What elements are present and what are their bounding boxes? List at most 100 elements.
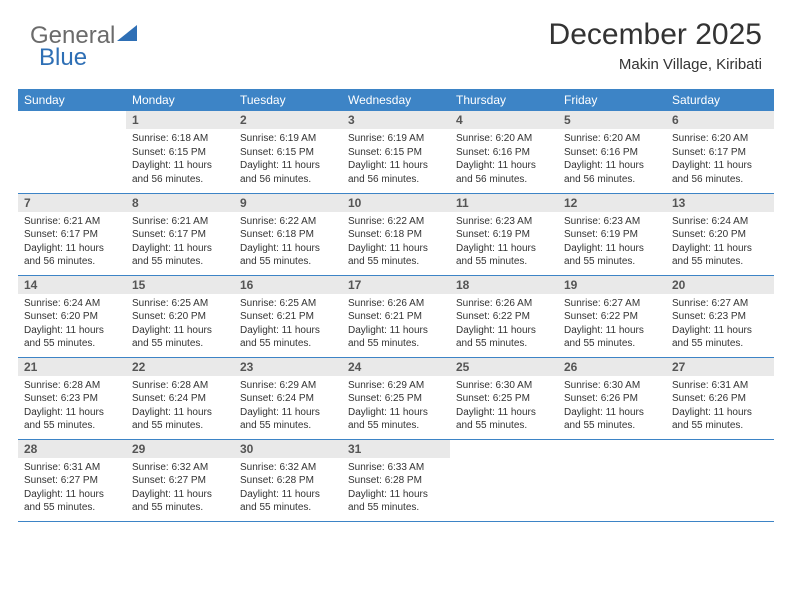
day-details: Sunrise: 6:21 AMSunset: 6:17 PMDaylight:…	[126, 212, 234, 273]
empty-cell	[666, 439, 774, 521]
day-cell: 26Sunrise: 6:30 AMSunset: 6:26 PMDayligh…	[558, 357, 666, 439]
day-details: Sunrise: 6:22 AMSunset: 6:18 PMDaylight:…	[342, 212, 450, 273]
day-cell: 22Sunrise: 6:28 AMSunset: 6:24 PMDayligh…	[126, 357, 234, 439]
calendar-row: 28Sunrise: 6:31 AMSunset: 6:27 PMDayligh…	[18, 439, 774, 521]
day-header: Tuesday	[234, 89, 342, 111]
day-number: 19	[558, 276, 666, 294]
day-cell: 12Sunrise: 6:23 AMSunset: 6:19 PMDayligh…	[558, 193, 666, 275]
day-cell: 7Sunrise: 6:21 AMSunset: 6:17 PMDaylight…	[18, 193, 126, 275]
day-details: Sunrise: 6:20 AMSunset: 6:16 PMDaylight:…	[558, 129, 666, 190]
calendar-body: 1Sunrise: 6:18 AMSunset: 6:15 PMDaylight…	[18, 111, 774, 521]
day-header: Sunday	[18, 89, 126, 111]
day-details: Sunrise: 6:30 AMSunset: 6:25 PMDaylight:…	[450, 376, 558, 437]
day-details: Sunrise: 6:20 AMSunset: 6:16 PMDaylight:…	[450, 129, 558, 190]
day-cell: 31Sunrise: 6:33 AMSunset: 6:28 PMDayligh…	[342, 439, 450, 521]
day-details: Sunrise: 6:32 AMSunset: 6:27 PMDaylight:…	[126, 458, 234, 519]
day-number: 26	[558, 358, 666, 376]
day-cell: 11Sunrise: 6:23 AMSunset: 6:19 PMDayligh…	[450, 193, 558, 275]
day-cell: 21Sunrise: 6:28 AMSunset: 6:23 PMDayligh…	[18, 357, 126, 439]
day-cell: 10Sunrise: 6:22 AMSunset: 6:18 PMDayligh…	[342, 193, 450, 275]
day-number: 9	[234, 194, 342, 212]
day-details: Sunrise: 6:18 AMSunset: 6:15 PMDaylight:…	[126, 129, 234, 190]
calendar-header-row: SundayMondayTuesdayWednesdayThursdayFrid…	[18, 89, 774, 111]
day-details: Sunrise: 6:26 AMSunset: 6:21 PMDaylight:…	[342, 294, 450, 355]
day-details: Sunrise: 6:33 AMSunset: 6:28 PMDaylight:…	[342, 458, 450, 519]
empty-cell	[450, 439, 558, 521]
day-details: Sunrise: 6:28 AMSunset: 6:24 PMDaylight:…	[126, 376, 234, 437]
day-number: 27	[666, 358, 774, 376]
day-number: 7	[18, 194, 126, 212]
day-cell: 6Sunrise: 6:20 AMSunset: 6:17 PMDaylight…	[666, 111, 774, 193]
day-number: 13	[666, 194, 774, 212]
day-details: Sunrise: 6:32 AMSunset: 6:28 PMDaylight:…	[234, 458, 342, 519]
day-details: Sunrise: 6:22 AMSunset: 6:18 PMDaylight:…	[234, 212, 342, 273]
day-number: 24	[342, 358, 450, 376]
day-cell: 25Sunrise: 6:30 AMSunset: 6:25 PMDayligh…	[450, 357, 558, 439]
day-cell: 5Sunrise: 6:20 AMSunset: 6:16 PMDaylight…	[558, 111, 666, 193]
day-cell: 15Sunrise: 6:25 AMSunset: 6:20 PMDayligh…	[126, 275, 234, 357]
day-number: 16	[234, 276, 342, 294]
day-number: 5	[558, 111, 666, 129]
day-number: 23	[234, 358, 342, 376]
day-cell: 28Sunrise: 6:31 AMSunset: 6:27 PMDayligh…	[18, 439, 126, 521]
calendar-row: 7Sunrise: 6:21 AMSunset: 6:17 PMDaylight…	[18, 193, 774, 275]
logo-text-2: Blue	[39, 44, 87, 72]
day-number: 28	[18, 440, 126, 458]
day-number: 1	[126, 111, 234, 129]
day-details: Sunrise: 6:26 AMSunset: 6:22 PMDaylight:…	[450, 294, 558, 355]
day-number: 8	[126, 194, 234, 212]
day-details: Sunrise: 6:28 AMSunset: 6:23 PMDaylight:…	[18, 376, 126, 437]
day-number: 18	[450, 276, 558, 294]
day-cell: 23Sunrise: 6:29 AMSunset: 6:24 PMDayligh…	[234, 357, 342, 439]
day-cell: 30Sunrise: 6:32 AMSunset: 6:28 PMDayligh…	[234, 439, 342, 521]
day-details: Sunrise: 6:29 AMSunset: 6:25 PMDaylight:…	[342, 376, 450, 437]
day-number: 2	[234, 111, 342, 129]
day-number: 6	[666, 111, 774, 129]
day-cell: 29Sunrise: 6:32 AMSunset: 6:27 PMDayligh…	[126, 439, 234, 521]
calendar-row: 21Sunrise: 6:28 AMSunset: 6:23 PMDayligh…	[18, 357, 774, 439]
day-number: 22	[126, 358, 234, 376]
empty-cell	[558, 439, 666, 521]
day-number: 20	[666, 276, 774, 294]
day-cell: 3Sunrise: 6:19 AMSunset: 6:15 PMDaylight…	[342, 111, 450, 193]
day-details: Sunrise: 6:19 AMSunset: 6:15 PMDaylight:…	[342, 129, 450, 190]
day-cell: 9Sunrise: 6:22 AMSunset: 6:18 PMDaylight…	[234, 193, 342, 275]
month-title: December 2025	[549, 18, 762, 52]
day-cell: 2Sunrise: 6:19 AMSunset: 6:15 PMDaylight…	[234, 111, 342, 193]
day-cell: 17Sunrise: 6:26 AMSunset: 6:21 PMDayligh…	[342, 275, 450, 357]
day-header: Monday	[126, 89, 234, 111]
day-number: 4	[450, 111, 558, 129]
day-number: 11	[450, 194, 558, 212]
day-cell: 27Sunrise: 6:31 AMSunset: 6:26 PMDayligh…	[666, 357, 774, 439]
day-details: Sunrise: 6:27 AMSunset: 6:22 PMDaylight:…	[558, 294, 666, 355]
day-number: 25	[450, 358, 558, 376]
day-header: Friday	[558, 89, 666, 111]
day-cell: 20Sunrise: 6:27 AMSunset: 6:23 PMDayligh…	[666, 275, 774, 357]
day-details: Sunrise: 6:23 AMSunset: 6:19 PMDaylight:…	[450, 212, 558, 273]
day-details: Sunrise: 6:31 AMSunset: 6:27 PMDaylight:…	[18, 458, 126, 519]
day-cell: 4Sunrise: 6:20 AMSunset: 6:16 PMDaylight…	[450, 111, 558, 193]
header: General December 2025 Makin Village, Kir…	[0, 0, 792, 81]
day-number: 10	[342, 194, 450, 212]
day-details: Sunrise: 6:23 AMSunset: 6:19 PMDaylight:…	[558, 212, 666, 273]
day-cell: 16Sunrise: 6:25 AMSunset: 6:21 PMDayligh…	[234, 275, 342, 357]
day-number: 17	[342, 276, 450, 294]
calendar-row: 14Sunrise: 6:24 AMSunset: 6:20 PMDayligh…	[18, 275, 774, 357]
day-details: Sunrise: 6:29 AMSunset: 6:24 PMDaylight:…	[234, 376, 342, 437]
calendar-row: 1Sunrise: 6:18 AMSunset: 6:15 PMDaylight…	[18, 111, 774, 193]
location-label: Makin Village, Kiribati	[549, 56, 762, 73]
day-header: Saturday	[666, 89, 774, 111]
day-number: 12	[558, 194, 666, 212]
day-cell: 18Sunrise: 6:26 AMSunset: 6:22 PMDayligh…	[450, 275, 558, 357]
day-number: 3	[342, 111, 450, 129]
day-details: Sunrise: 6:25 AMSunset: 6:20 PMDaylight:…	[126, 294, 234, 355]
day-details: Sunrise: 6:21 AMSunset: 6:17 PMDaylight:…	[18, 212, 126, 273]
day-details: Sunrise: 6:19 AMSunset: 6:15 PMDaylight:…	[234, 129, 342, 190]
day-cell: 8Sunrise: 6:21 AMSunset: 6:17 PMDaylight…	[126, 193, 234, 275]
empty-cell	[18, 111, 126, 193]
day-details: Sunrise: 6:24 AMSunset: 6:20 PMDaylight:…	[666, 212, 774, 273]
title-block: December 2025 Makin Village, Kiribati	[549, 18, 762, 73]
day-cell: 13Sunrise: 6:24 AMSunset: 6:20 PMDayligh…	[666, 193, 774, 275]
day-cell: 19Sunrise: 6:27 AMSunset: 6:22 PMDayligh…	[558, 275, 666, 357]
logo-triangle-icon	[117, 22, 137, 50]
